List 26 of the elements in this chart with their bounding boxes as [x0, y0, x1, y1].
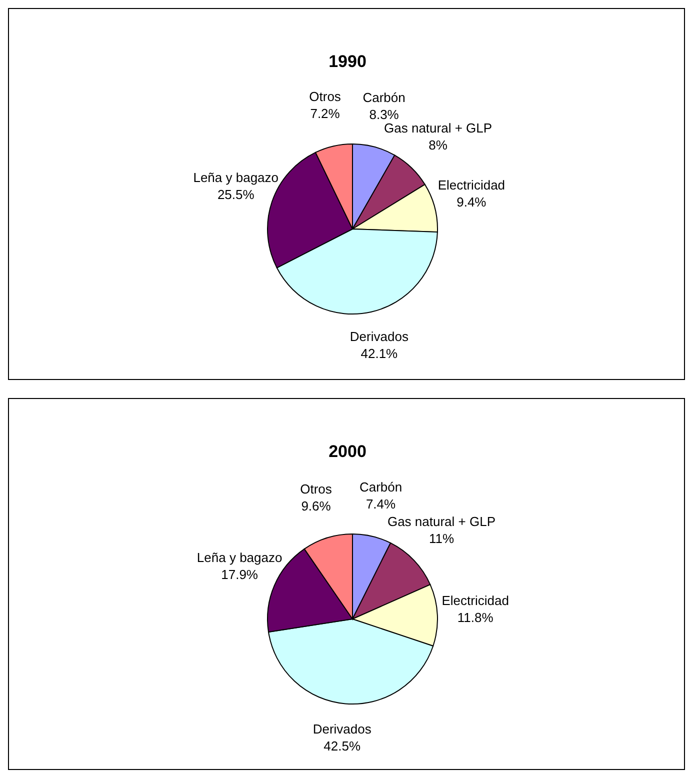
slice-label: Otros: [300, 482, 332, 497]
data-label: 9.6%: [301, 498, 332, 514]
data-label: 42.1%: [360, 346, 398, 362]
data-label: 8.3%: [369, 107, 400, 122]
data-label: 9.4%: [456, 194, 487, 210]
data-label: 8%: [428, 138, 448, 153]
slice-label: Derivados: [312, 722, 372, 737]
slice-label: Leña y bagazo: [193, 170, 279, 185]
slice-label: Derivados: [350, 329, 409, 344]
slice-label: Electricidad: [438, 178, 506, 193]
slice-label: Gas natural + GLP: [387, 514, 496, 530]
data-label: 42.5%: [324, 738, 361, 754]
data-label: 7.2%: [310, 106, 340, 122]
data-label: 11.8%: [457, 610, 494, 626]
slice-label: Carbón: [362, 90, 406, 106]
slice-label: Electricidad: [442, 593, 509, 608]
slice-label: Leña y bagazo: [196, 550, 282, 566]
slice-label: Otros: [309, 89, 342, 104]
data-label: 11%: [428, 531, 454, 546]
data-label: 17.9%: [221, 567, 258, 582]
slice-label: Carbón: [359, 479, 402, 494]
chart-title: 1990: [328, 52, 366, 71]
data-label: 25.5%: [217, 186, 255, 202]
data-label: 7.4%: [366, 496, 396, 512]
slice-label: Gas natural + GLP: [384, 120, 492, 136]
chart-title: 2000: [328, 442, 366, 461]
